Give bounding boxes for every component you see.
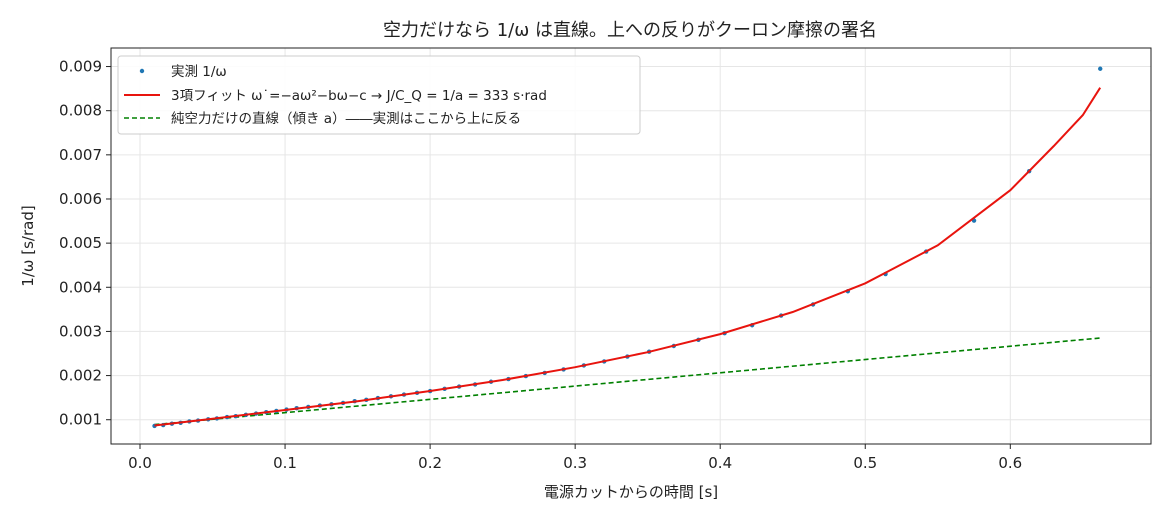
legend-label-measured: 実測 1/ω <box>171 64 227 80</box>
y-tick-label: 0.004 <box>59 278 102 296</box>
y-tick-label: 0.009 <box>59 58 102 76</box>
y-tick-label: 0.002 <box>59 367 102 385</box>
data-point <box>1098 66 1103 71</box>
legend: 実測 1/ω 3項フィット ω˙=−aω²−bω−c → J/C_Q = 1/a… <box>117 55 641 135</box>
x-tick-label: 0.2 <box>418 454 442 472</box>
y-tick-label: 0.005 <box>59 234 102 252</box>
x-tick-label: 0.4 <box>708 454 732 472</box>
plot-series <box>152 66 1103 429</box>
x-tick-label: 0.0 <box>128 454 152 472</box>
y-tick-label: 0.008 <box>59 102 102 120</box>
x-tick-label: 0.3 <box>563 454 587 472</box>
linear-aero-line <box>154 337 1101 426</box>
x-tick-label: 0.6 <box>998 454 1022 472</box>
x-tick-label: 0.5 <box>853 454 877 472</box>
x-tick-label: 0.1 <box>273 454 297 472</box>
x-axis-label: 電源カットからの時間 [s] <box>544 483 718 501</box>
fit-curve <box>154 87 1102 427</box>
y-axis-label: 1/ω [s/rad] <box>19 205 37 286</box>
legend-box <box>117 55 641 135</box>
y-tick-label: 0.003 <box>59 322 102 340</box>
legend-label-linear: 純空力だけの直線（傾き a）――実測はここから上に反る <box>171 111 521 127</box>
chart-title: 空力だけなら 1/ω は直線。上への反りがクーロン摩擦の署名 <box>383 20 877 41</box>
legend-label-fit: 3項フィット ω˙=−aω²−bω−c → J/C_Q = 1/a = 333 … <box>171 88 547 104</box>
axis-ticks: 0.0 0.1 0.2 0.3 0.4 0.5 0.6 0.001 0.002 0.003 0.00… <box>59 58 1022 472</box>
grid <box>111 48 1151 444</box>
legend-marker-measured <box>139 68 145 74</box>
y-tick-label: 0.006 <box>59 190 102 208</box>
y-tick-label: 0.001 <box>59 411 102 429</box>
plot-area-frame <box>110 47 1152 445</box>
y-tick-label: 0.007 <box>59 146 102 164</box>
